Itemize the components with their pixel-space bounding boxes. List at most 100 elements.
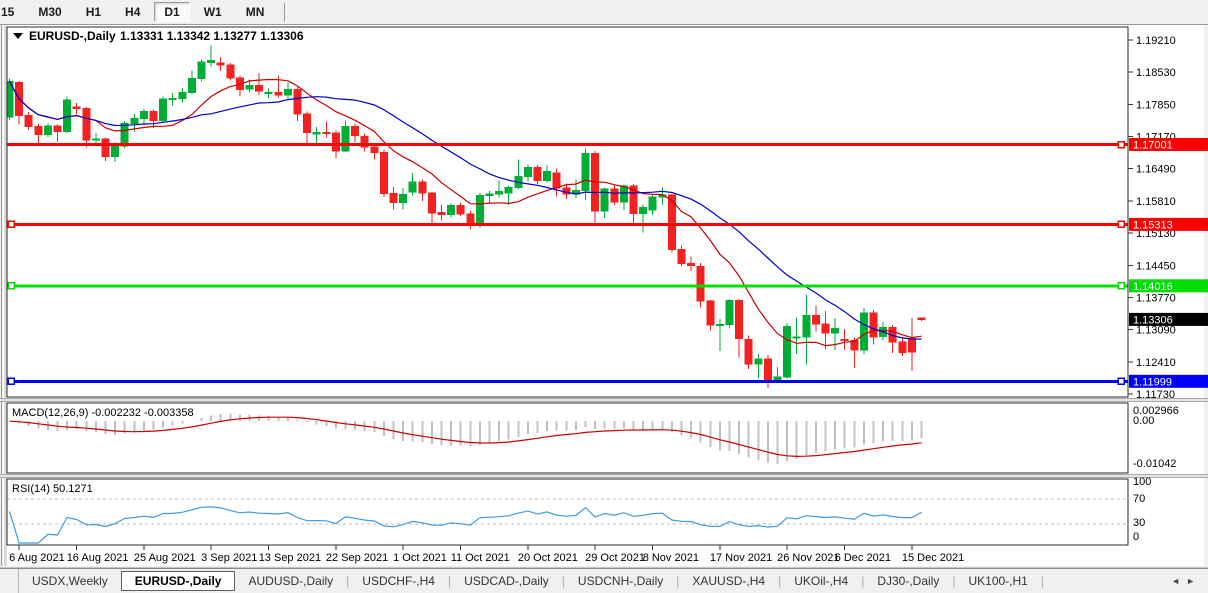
date-label: 1 Oct 2021	[393, 552, 447, 564]
price-axis-label: 1.14450	[1136, 260, 1176, 272]
tab-xauusd-h4[interactable]: XAUUSD-,H4	[692, 574, 766, 588]
price-axis-label: 1.16490	[1136, 164, 1176, 176]
date-label: 29 Oct 2021	[585, 552, 645, 564]
macd-axis-label: -0.01042	[1133, 458, 1176, 470]
timeframe-toolbar: 15 M30 H1 H4 D1 W1 MN	[0, 0, 1208, 25]
level-handle[interactable]	[7, 282, 15, 290]
price-axis-label: 1.17850	[1136, 99, 1176, 111]
tab-uk100-h1[interactable]: UK100-,H1	[968, 574, 1028, 588]
level-handle[interactable]	[1117, 140, 1125, 149]
date-label: 25 Aug 2021	[134, 552, 196, 564]
level-handle[interactable]	[1117, 377, 1125, 386]
panel-splitter-rsi[interactable]	[0, 474, 1208, 478]
symbol-dropdown-icon[interactable]	[13, 33, 23, 39]
date-label: 26 Nov 2021	[777, 552, 839, 564]
level-line-1.17001[interactable]	[7, 140, 1128, 149]
svg-text:1.14016: 1.14016	[1133, 281, 1173, 293]
ma-fast-line	[8, 78, 922, 347]
chart-tabbar: USDX,Weekly EURUSD-,Daily AUDUSD-,Daily …	[0, 568, 1208, 593]
macd-panel[interactable]: MACD(12,26,9) -0.002232 -0.003358 0.00296…	[6, 402, 1179, 474]
level-line-1.15313[interactable]	[7, 220, 1128, 229]
tab-separator: |	[676, 574, 680, 588]
rsi-label: RSI(14) 50.1271	[12, 483, 93, 495]
chart-ohlc-label: 1.13331 1.13342 1.13277 1.13306	[120, 29, 304, 43]
svg-text:1.15313: 1.15313	[1133, 219, 1173, 231]
level-handle[interactable]	[1117, 220, 1125, 229]
timeframe-button-m30[interactable]: M30	[28, 2, 71, 22]
chart-area[interactable]: EURUSD-,Daily 1.13331 1.13342 1.13277 1.…	[0, 25, 1208, 568]
date-label: 15 Dec 2021	[902, 552, 964, 564]
chart-canvas[interactable]: EURUSD-,Daily 1.13331 1.13342 1.13277 1.…	[0, 25, 1208, 568]
tab-usdchf-h4[interactable]: USDCHF-,H4	[362, 574, 435, 588]
main-panel-frame	[6, 26, 1129, 398]
tab-usdcad-daily[interactable]: USDCAD-,Daily	[464, 574, 549, 588]
timeframe-button-h4[interactable]: H4	[115, 2, 150, 22]
tab-separator: |	[346, 574, 350, 588]
tabbar-edge	[0, 569, 19, 593]
date-axis[interactable]: 6 Aug 2021 16 Aug 2021 25 Aug 2021 3 Sep 20…	[9, 545, 964, 564]
tab-scroll-left-icon[interactable]: ◄	[1171, 576, 1187, 586]
macd-axis-label: 0.002966	[1133, 405, 1179, 417]
price-marker-1.17001: 1.17001	[1129, 138, 1208, 152]
macd-histogram	[18, 413, 923, 464]
current-price-marker: 1.13306	[1129, 312, 1208, 326]
rsi-axis-label: 70	[1133, 493, 1145, 505]
ma-slow-line	[8, 81, 922, 340]
svg-text:1.11999: 1.11999	[1133, 376, 1172, 388]
tab-usdx-weekly[interactable]: USDX,Weekly	[32, 574, 108, 588]
level-line-1.11999[interactable]	[7, 377, 1128, 386]
tab-separator: |	[861, 574, 865, 588]
tab-separator: |	[778, 574, 782, 588]
price-marker-1.15313: 1.15313	[1129, 217, 1208, 231]
date-label: 22 Sep 2021	[326, 552, 388, 564]
level-handle[interactable]	[1117, 282, 1125, 290]
price-marker-1.11999: 1.11999	[1129, 374, 1208, 388]
level-handle[interactable]	[7, 377, 15, 386]
level-handle[interactable]	[7, 220, 15, 229]
price-axis-label: 1.18530	[1136, 67, 1176, 79]
tab-separator: |	[1040, 574, 1044, 588]
tab-scroll-right-icon[interactable]: ►	[1186, 576, 1201, 586]
panel-splitter-macd[interactable]	[0, 398, 1208, 402]
tab-audusd-daily[interactable]: AUDUSD-,Daily	[248, 574, 334, 588]
price-axis-label: 1.13770	[1136, 293, 1176, 305]
svg-text:1.17001: 1.17001	[1133, 140, 1173, 152]
price-marker-1.14016: 1.14016	[1129, 279, 1208, 293]
price-axis-label: 1.19210	[1136, 35, 1176, 47]
tab-usdcnh-daily[interactable]: USDCNH-,Daily	[577, 574, 664, 588]
price-axis-label: 1.13090	[1136, 325, 1176, 337]
rsi-line	[8, 506, 922, 544]
timeframe-button-m15[interactable]: 15	[0, 2, 24, 22]
macd-label: MACD(12,26,9) -0.002232 -0.003358	[12, 407, 194, 419]
chart-title: EURUSD-,Daily 1.13331 1.13342 1.13277 1.…	[13, 29, 304, 43]
price-axis-label: 1.15810	[1136, 196, 1176, 208]
tab-dj30-daily[interactable]: DJ30-,Daily	[877, 574, 940, 588]
timeframe-button-h1[interactable]: H1	[76, 2, 111, 22]
timeframe-button-d1[interactable]: D1	[154, 2, 190, 22]
rsi-axis-label: 0	[1133, 531, 1139, 543]
rsi-axis-label: 30	[1133, 517, 1145, 529]
chart-symbol-label: EURUSD-,Daily	[29, 29, 116, 43]
price-axis-label: 1.12410	[1136, 357, 1176, 369]
rsi-panel[interactable]: RSI(14) 50.1271 100 70 30 0	[6, 476, 1151, 546]
tab-eurusd-daily[interactable]: EURUSD-,Daily	[120, 571, 236, 591]
date-label: 6 Aug 2021	[9, 552, 65, 564]
tab-separator: |	[447, 574, 452, 588]
date-label: 20 Oct 2021	[518, 552, 578, 564]
timeframe-button-mn[interactable]: MN	[236, 2, 275, 22]
tab-ukoil-h4[interactable]: UKOil-,H4	[794, 574, 849, 588]
macd-signal-line	[9, 416, 922, 458]
date-label: 6 Dec 2021	[835, 552, 891, 564]
tab-separator: |	[952, 574, 956, 588]
timeframe-button-w1[interactable]: W1	[194, 2, 232, 22]
date-label: 13 Sep 2021	[259, 552, 321, 564]
level-line-1.14016[interactable]	[7, 282, 1128, 290]
price-axis[interactable]: 1.192101.185301.178501.171701.164901.158…	[1128, 35, 1208, 401]
toolbar-separator	[284, 2, 288, 22]
date-label: 17 Nov 2021	[710, 552, 772, 564]
date-label: 11 Oct 2021	[451, 552, 510, 564]
date-label: 3 Sep 2021	[201, 552, 257, 564]
tab-separator: |	[561, 574, 565, 588]
price-axis-label: 1.15130	[1136, 228, 1176, 240]
tab-scroll-arrows[interactable]: ◄►	[1171, 576, 1201, 586]
